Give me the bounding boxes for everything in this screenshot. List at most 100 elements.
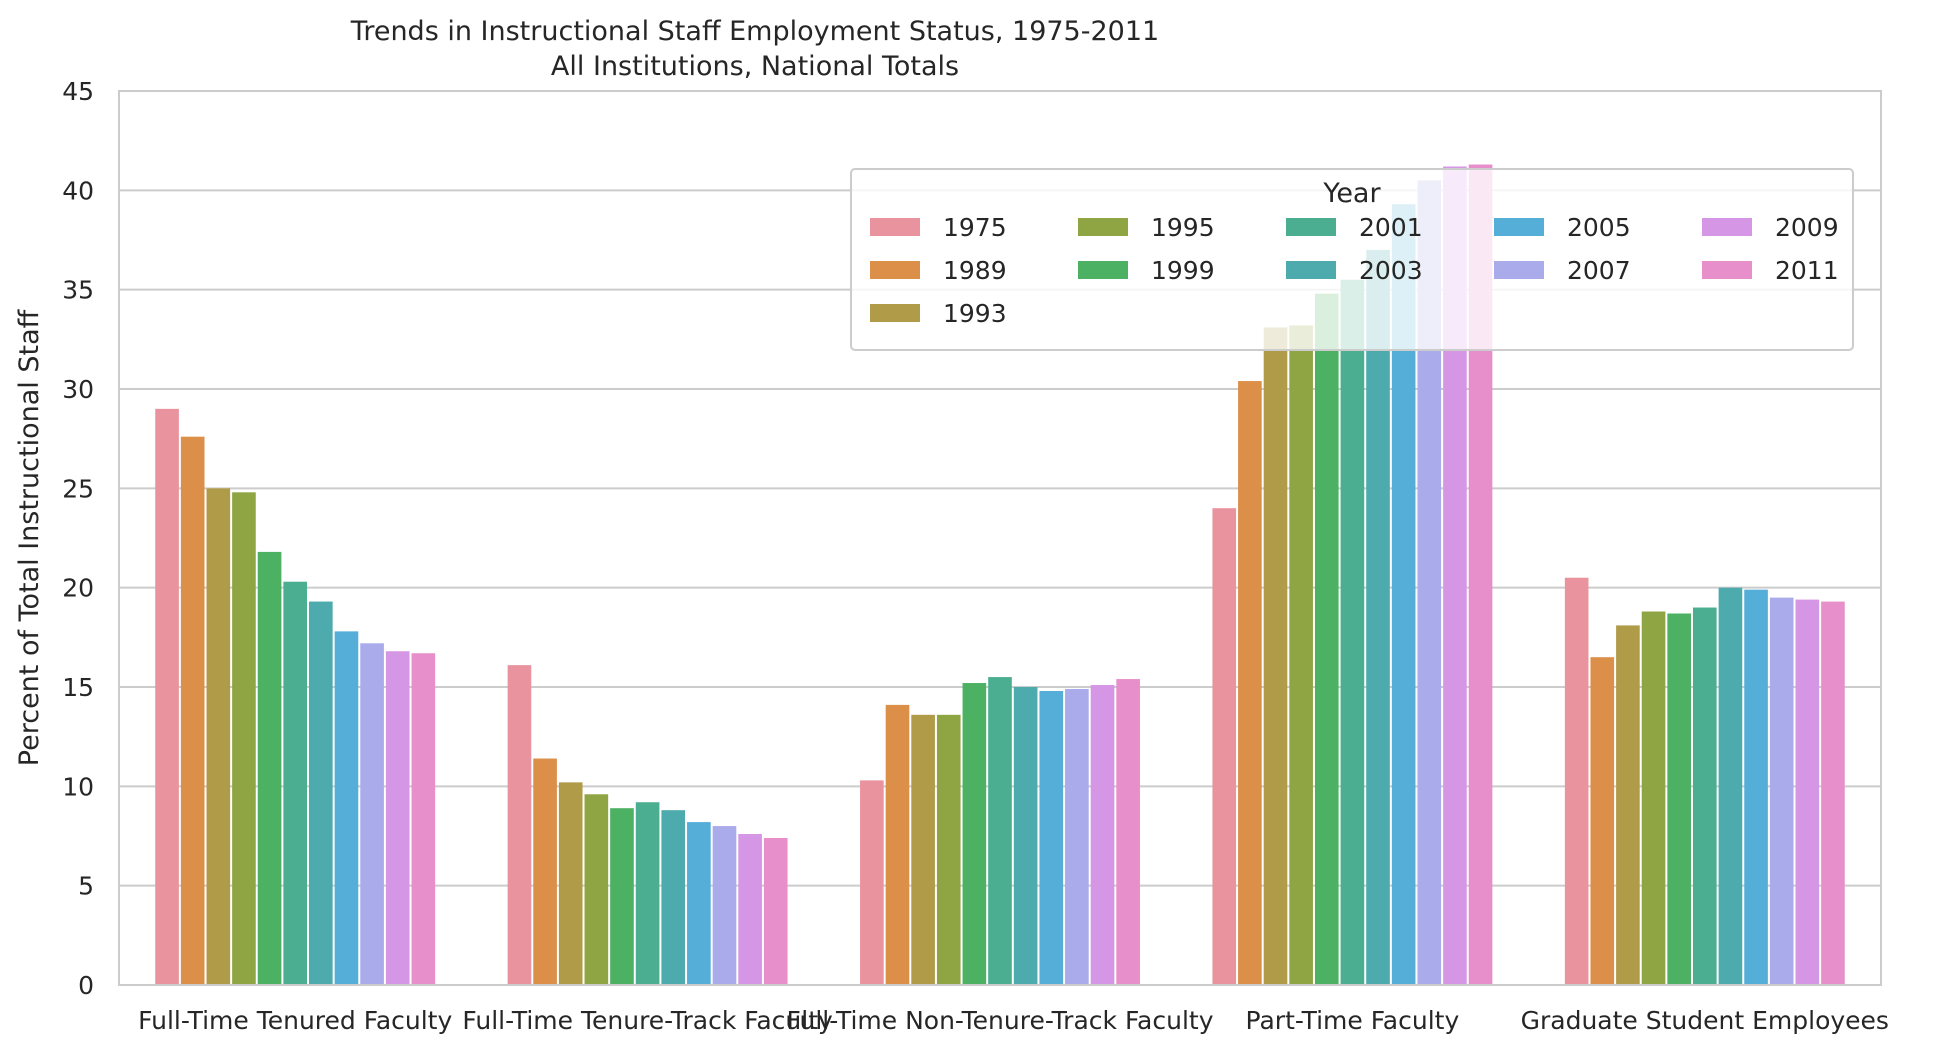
bar-1993 xyxy=(911,714,935,985)
bar-2003 xyxy=(1013,687,1038,985)
bar-2001 xyxy=(988,677,1012,985)
bar-2007 xyxy=(1769,597,1794,985)
legend-swatch-2003 xyxy=(1286,261,1336,279)
bar-1989 xyxy=(885,704,910,985)
bar-2009 xyxy=(385,651,410,985)
bar-2005 xyxy=(1391,204,1416,986)
bar-2011 xyxy=(763,837,788,985)
bar-1975 xyxy=(1212,508,1237,985)
y-tick-label: 25 xyxy=(62,474,94,503)
bar-1989 xyxy=(533,758,557,985)
chart-subtitle: All Institutions, National Totals xyxy=(551,51,959,82)
bar-2009 xyxy=(1090,685,1115,985)
bar-2011 xyxy=(411,653,436,985)
bar-1975 xyxy=(155,408,179,985)
bar-1999 xyxy=(1314,293,1339,985)
bar-1993 xyxy=(206,488,231,985)
bar-2011 xyxy=(1468,164,1493,986)
plot-frame xyxy=(118,90,1882,986)
bar-1989 xyxy=(180,436,205,985)
legend-swatch-2001 xyxy=(1286,218,1336,236)
bars xyxy=(155,164,1845,986)
bar-2001 xyxy=(635,802,660,985)
legend-label-1989: 1989 xyxy=(943,256,1007,285)
y-tick-label: 5 xyxy=(78,872,94,901)
y-tick-label: 15 xyxy=(62,673,94,702)
legend-swatch-2005 xyxy=(1494,218,1544,236)
y-tick-label: 30 xyxy=(62,375,94,404)
legend-label-1975: 1975 xyxy=(943,213,1007,242)
legend-label-1999: 1999 xyxy=(1151,256,1215,285)
legend-swatch-1975 xyxy=(870,218,920,236)
bar-1995 xyxy=(1641,611,1666,985)
x-tick-labels: Full-Time Tenured Faculty Full-Time Tenur… xyxy=(138,1006,1889,1035)
bar-2005 xyxy=(687,822,711,985)
y-tick-label: 20 xyxy=(62,574,94,603)
legend-label-2003: 2003 xyxy=(1359,256,1423,285)
bar-2009 xyxy=(1443,166,1467,985)
y-tick-label: 0 xyxy=(78,971,94,1000)
legend: Year 1975 1989 1993 1995 1999 2001 2003 2005 200… xyxy=(850,168,1854,351)
bar-2007 xyxy=(712,826,737,985)
y-tick-label: 35 xyxy=(62,276,94,305)
legend-label-1993: 1993 xyxy=(943,299,1007,328)
bar-1999 xyxy=(1667,613,1691,985)
y-tick-labels: 0 5 10 15 20 25 30 35 40 45 xyxy=(62,77,94,1000)
legend-label-2009: 2009 xyxy=(1775,213,1839,242)
chart-title: Trends in Instructional Staff Employment… xyxy=(350,16,1159,47)
y-tick-label: 45 xyxy=(62,77,94,106)
y-tick-label: 40 xyxy=(62,176,94,205)
bar-2007 xyxy=(360,643,384,985)
bar-2003 xyxy=(1366,249,1390,985)
bar-2007 xyxy=(1065,688,1089,985)
bar-2011 xyxy=(1821,601,1845,985)
legend-swatch-1999 xyxy=(1078,261,1128,279)
bar-2005 xyxy=(334,631,359,985)
bar-2007 xyxy=(1417,180,1442,985)
legend-swatch-2009 xyxy=(1702,218,1752,236)
bar-2001 xyxy=(1340,279,1365,985)
y-axis-label: Percent of Total Instructional Staff xyxy=(14,308,45,766)
bar-1993 xyxy=(1616,625,1640,985)
legend-swatch-1993 xyxy=(870,304,920,322)
legend-label-2005: 2005 xyxy=(1567,213,1631,242)
bar-1993 xyxy=(558,782,583,985)
bar-1993 xyxy=(1263,327,1288,985)
bar-1999 xyxy=(962,683,987,985)
x-tick-label: Part-Time Faculty xyxy=(1246,1006,1460,1035)
bar-1989 xyxy=(1238,381,1262,985)
bar-2009 xyxy=(1795,599,1820,985)
bar-2003 xyxy=(1718,587,1743,985)
x-tick-label: Graduate Student Employees xyxy=(1521,1006,1889,1035)
bar-1999 xyxy=(257,551,282,985)
x-tick-label: Full-Time Non-Tenure-Track Faculty xyxy=(786,1006,1213,1035)
bar-2001 xyxy=(1692,607,1717,985)
bar-2009 xyxy=(738,834,762,985)
legend-label-2007: 2007 xyxy=(1567,256,1631,285)
bar-1995 xyxy=(232,492,256,985)
legend-label-1995: 1995 xyxy=(1151,213,1215,242)
legend-title: Year xyxy=(1322,178,1381,209)
bar-2005 xyxy=(1744,589,1768,985)
bar-1995 xyxy=(584,794,609,985)
bar-1995 xyxy=(936,714,961,985)
legend-swatch-2011 xyxy=(1702,261,1752,279)
bar-1995 xyxy=(1289,325,1313,986)
y-tick-label: 10 xyxy=(62,772,94,801)
legend-label-2011: 2011 xyxy=(1775,256,1839,285)
bar-1975 xyxy=(507,665,532,985)
legend-swatch-1989 xyxy=(870,261,920,279)
bar-2011 xyxy=(1116,679,1140,985)
bar-2003 xyxy=(661,810,686,985)
bar-1975 xyxy=(1564,577,1589,985)
bar-2001 xyxy=(283,581,308,985)
legend-frame xyxy=(850,168,1854,351)
bar-1989 xyxy=(1590,657,1615,985)
bar-1975 xyxy=(860,780,884,985)
bar-2005 xyxy=(1039,690,1064,985)
x-tick-label: Full-Time Tenure-Track Faculty xyxy=(462,1006,833,1035)
legend-items: 1975 1989 1993 1995 1999 2001 2003 2005 2007 2009… xyxy=(870,213,1839,328)
x-tick-label: Full-Time Tenured Faculty xyxy=(138,1006,452,1035)
